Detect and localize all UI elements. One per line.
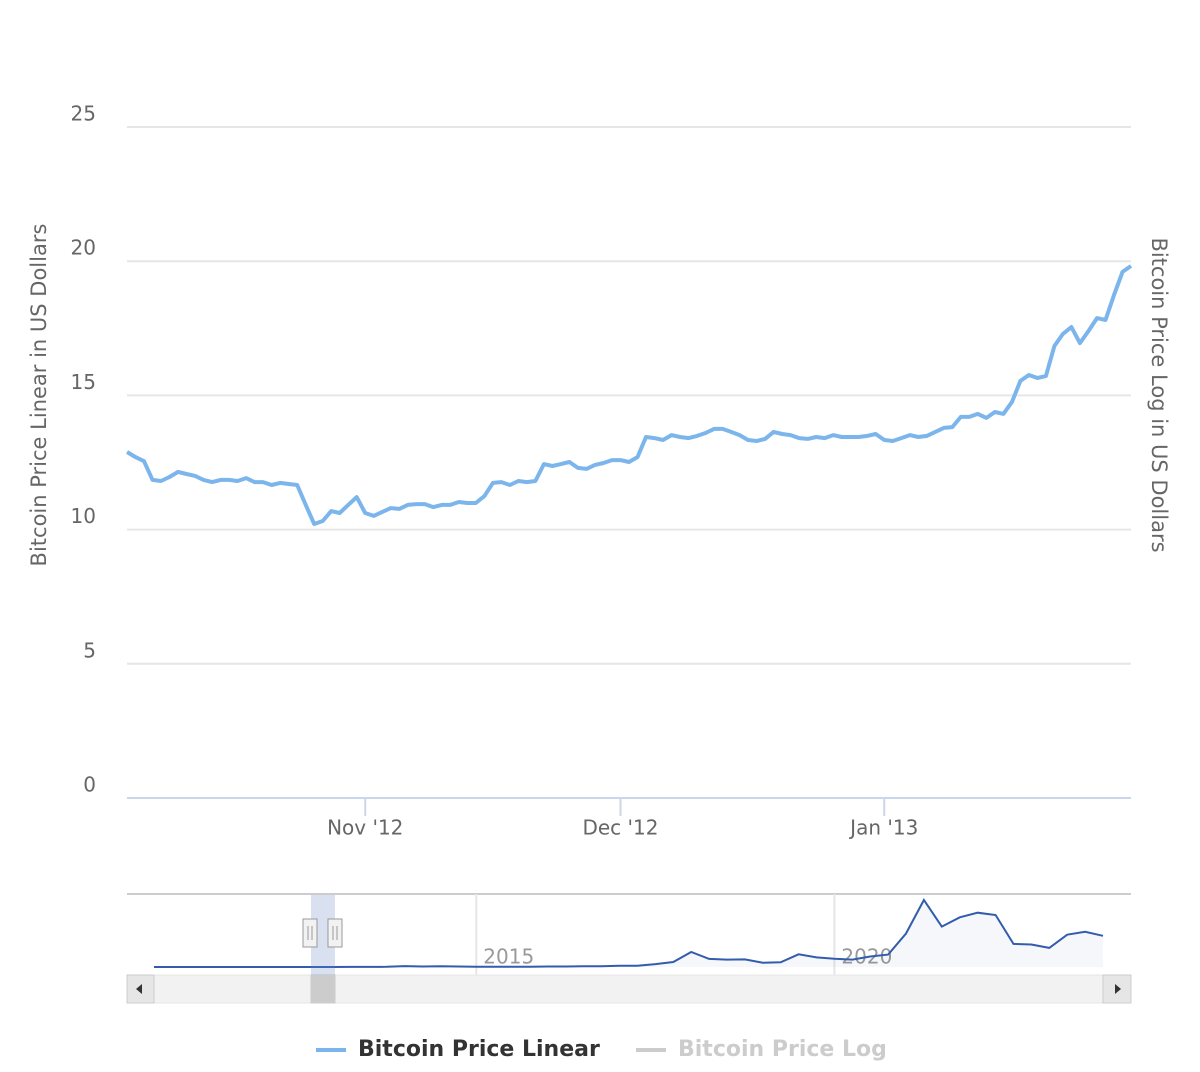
x-tick-label: Jan '13 — [848, 816, 918, 840]
legend-label[interactable]: Bitcoin Price Linear — [358, 1037, 600, 1062]
y-tick-label: 20 — [71, 236, 96, 260]
y-tick-label: 15 — [71, 370, 96, 394]
navigator-tick-label: 2015 — [483, 945, 534, 969]
scroll-thumb[interactable] — [310, 974, 336, 1004]
y2-axis-title: Bitcoin Price Log in US Dollars — [1147, 237, 1171, 552]
arrow-left — [136, 984, 142, 994]
series-line — [125, 264, 1133, 526]
y-tick-label: 10 — [71, 504, 96, 528]
arrow-right — [1115, 984, 1121, 994]
y-tick-label: 0 — [83, 773, 96, 797]
handle-grip — [332, 926, 338, 940]
x-tick-label: Nov '12 — [327, 816, 403, 840]
plot: 0 5 10 15 20 25 Nov '12 Dec '12 Jan '13 — [71, 102, 1133, 840]
legend-label[interactable]: Bitcoin Price Log — [678, 1037, 887, 1062]
navigator-selection — [302, 895, 343, 975]
y-axis-title: Bitcoin Price Linear in US Dollars — [27, 224, 51, 567]
scrollbar — [126, 974, 1132, 1004]
navigator-area — [154, 900, 1103, 967]
navigator: 2015 2020 — [154, 894, 1104, 975]
handle-left[interactable] — [302, 918, 318, 948]
x-tick-label: Dec '12 — [582, 816, 658, 840]
handle-grip — [307, 926, 313, 940]
scrollbar-track — [126, 974, 1132, 1004]
handle-right[interactable] — [327, 918, 343, 948]
legend: Bitcoin Price Linear Bitcoin Price Log — [316, 1037, 887, 1062]
y-tick-label: 25 — [71, 102, 96, 126]
navigator-line — [154, 898, 1104, 968]
y-tick-label: 5 — [83, 638, 96, 662]
